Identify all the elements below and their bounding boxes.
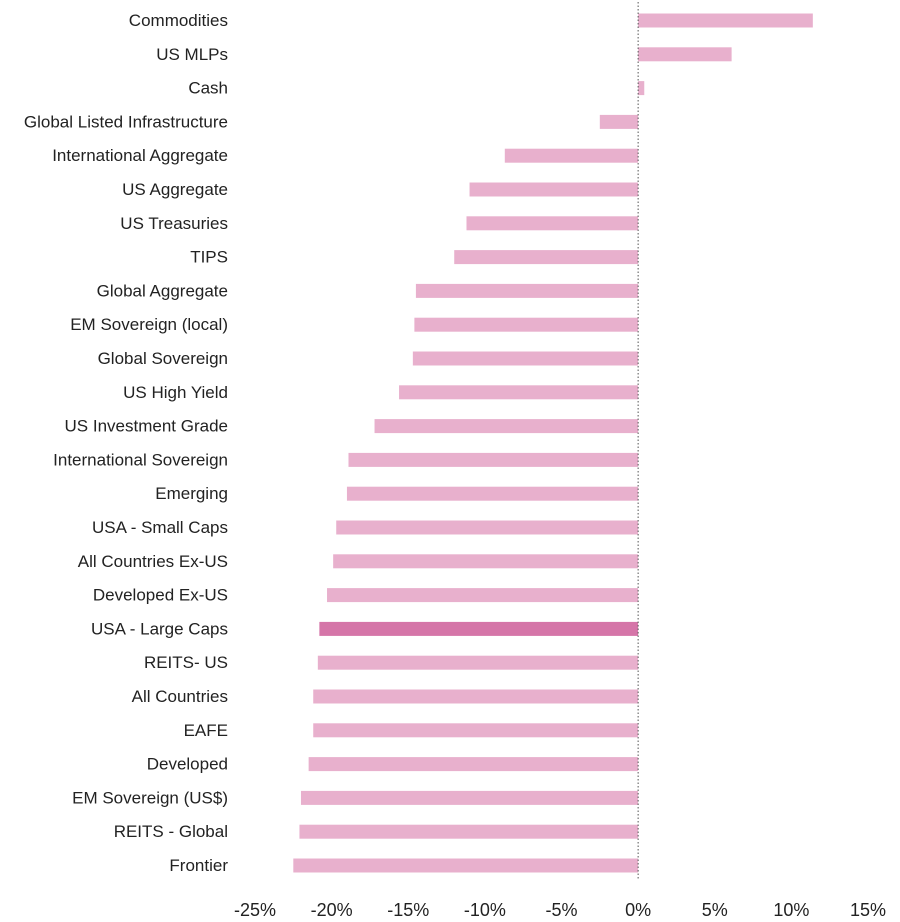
bar-commodities — [638, 13, 813, 28]
x-tick-label: 5% — [702, 900, 728, 920]
bar-em-sovereign-us — [300, 790, 639, 805]
bar-us-investment-grade — [374, 419, 639, 434]
bar-global-sovereign — [412, 351, 639, 366]
x-tick-label: -5% — [545, 900, 577, 920]
bar-tips — [454, 250, 639, 265]
category-label-cash: Cash — [188, 79, 228, 98]
category-label-reits-global: REITS - Global — [114, 822, 228, 841]
bar-us-mlps — [638, 47, 732, 62]
x-tick-label: -20% — [311, 900, 353, 920]
x-tick-label: 10% — [773, 900, 809, 920]
bar-reits-us — [317, 655, 639, 670]
bars — [293, 13, 813, 873]
bar-eafe — [313, 723, 639, 738]
bar-us-treasuries — [466, 216, 639, 231]
bar-usa-small-caps — [336, 520, 639, 535]
category-label-eafe: EAFE — [184, 721, 228, 740]
bar-international-sovereign — [348, 452, 639, 467]
x-tick-label: 15% — [850, 900, 886, 920]
bar-cash — [638, 81, 645, 96]
bar-all-countries-ex-us — [333, 554, 639, 569]
bar-international-aggregate — [504, 148, 639, 163]
bar-emerging — [346, 486, 639, 501]
category-label-us-investment-grade: US Investment Grade — [65, 417, 228, 436]
category-label-usa-large-caps: USA - Large Caps — [91, 619, 228, 638]
category-label-global-listed-infrastructure: Global Listed Infrastructure — [24, 112, 228, 131]
category-label-us-mlps: US MLPs — [156, 45, 228, 64]
category-label-all-countries: All Countries — [132, 687, 228, 706]
bar-us-high-yield — [399, 385, 639, 400]
category-label-us-aggregate: US Aggregate — [122, 180, 228, 199]
x-tick-label: -25% — [234, 900, 276, 920]
x-tick-label: -15% — [387, 900, 429, 920]
bar-frontier — [293, 858, 639, 873]
bar-us-aggregate — [469, 182, 639, 197]
category-label-international-aggregate: International Aggregate — [52, 146, 228, 165]
category-label-reits-us: REITS- US — [144, 653, 228, 672]
category-label-usa-small-caps: USA - Small Caps — [92, 518, 228, 537]
bar-global-aggregate — [415, 283, 639, 298]
category-label-commodities: Commodities — [129, 11, 228, 30]
bar-developed-ex-us — [327, 588, 639, 603]
x-axis: -25% -20% -15% -10% -5% 0% 5% 10% 15% — [234, 2, 886, 920]
category-label-tips: TIPS — [190, 248, 228, 267]
bar-all-countries — [313, 689, 639, 704]
category-label-international-sovereign: International Sovereign — [53, 450, 228, 469]
category-label-em-sovereign-local: EM Sovereign (local) — [70, 315, 228, 334]
x-tick-label: 0% — [625, 900, 651, 920]
bar-em-sovereign-local — [414, 317, 639, 332]
category-label-global-sovereign: Global Sovereign — [98, 349, 228, 368]
category-label-emerging: Emerging — [155, 484, 228, 503]
category-label-frontier: Frontier — [169, 856, 228, 875]
category-label-us-treasuries: US Treasuries — [120, 214, 228, 233]
category-label-em-sovereign-us: EM Sovereign (US$) — [72, 788, 228, 807]
category-label-global-aggregate: Global Aggregate — [97, 281, 228, 300]
bar-global-listed-infrastructure — [599, 114, 639, 129]
bar-developed — [308, 757, 639, 772]
bar-usa-large-caps — [319, 621, 639, 636]
category-label-developed: Developed — [147, 755, 228, 774]
category-label-developed-ex-us: Developed Ex-US — [93, 586, 228, 605]
category-label-us-high-yield: US High Yield — [123, 383, 228, 402]
category-label-all-countries-ex-us: All Countries Ex-US — [78, 552, 228, 571]
x-tick-label: -10% — [464, 900, 506, 920]
bar-reits-global — [299, 824, 639, 839]
category-labels: Commodities US MLPs Cash Global Listed Infr… — [24, 11, 228, 875]
